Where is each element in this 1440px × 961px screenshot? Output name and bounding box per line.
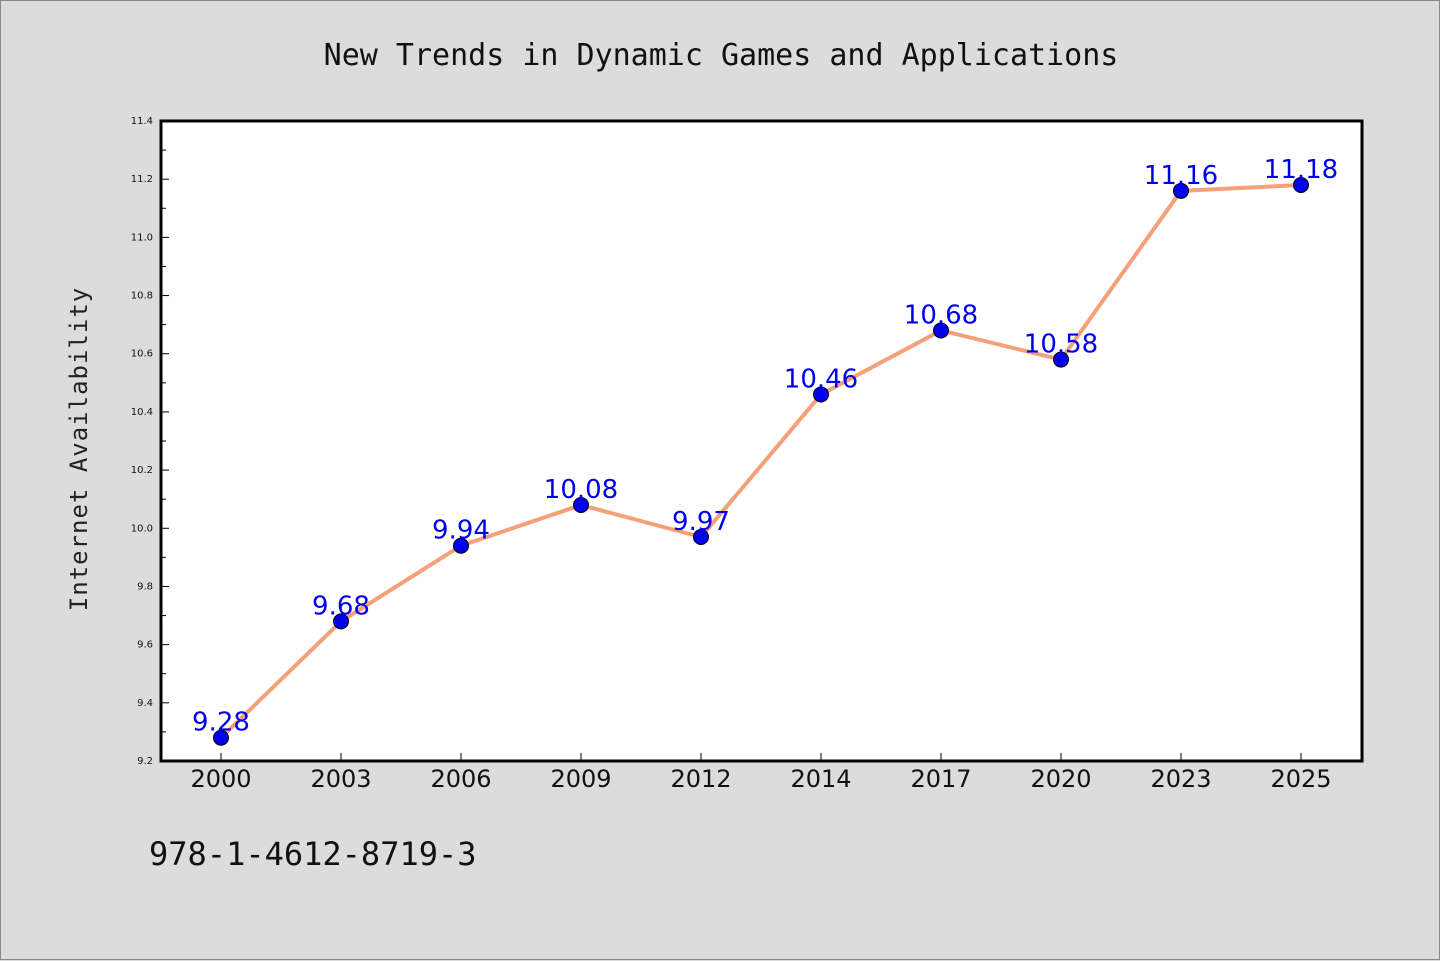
x-tick-label: 2009 [550,765,611,793]
x-tick-label: 2000 [190,765,251,793]
x-tick-label: 2012 [670,765,731,793]
data-label: 10.58 [1024,330,1098,360]
data-point-marker [573,497,589,513]
data-point-marker [453,537,469,554]
data-point-marker [693,529,709,545]
data-labels-group: 9.28 9.68 9.94 10.08 9.97 10.46 10.68 10.58 11.1… [192,155,1338,738]
y-axis-label: Internet Availability [65,287,93,611]
x-tick-label: 2023 [1150,765,1211,793]
x-tick-label: 2003 [310,765,371,793]
y-axis-ticks: 9.2 9.4 9.6 9.8 10.0 10.2 10.4 10.6 10.8 11.0 11.2… [131,116,169,767]
data-point-marker [933,322,949,339]
data-label: 9.94 [432,516,490,546]
isbn-footer: 978-1-4612-8719-3 [149,835,477,873]
y-tick-label: 9.8 [137,581,153,592]
y-tick-label: 9.2 [137,756,153,767]
x-tick-label: 2020 [1030,765,1091,793]
series-line [219,183,1303,740]
y-tick-label: 10.8 [131,291,153,302]
x-tick-label: 2017 [910,765,971,793]
data-label: 9.97 [672,507,730,537]
data-label: 10.46 [784,364,858,394]
data-label: 10.68 [904,300,978,330]
data-point-marker [333,613,349,630]
y-tick-label: 10.4 [131,407,153,418]
chart-title: New Trends in Dynamic Games and Applicat… [324,38,1119,73]
y-tick-label: 11.4 [131,116,153,127]
data-label: 11.18 [1264,155,1338,185]
x-tick-label: 2006 [430,765,491,793]
data-point-marker [213,729,229,746]
y-tick-label: 9.4 [137,698,153,709]
data-point-marker [1173,182,1189,199]
y-tick-label: 10.2 [131,465,153,476]
y-tick-label: 11.2 [131,174,153,185]
y-tick-label: 10.0 [131,523,153,534]
data-point-marker [813,386,829,403]
data-point-marker [1293,177,1309,193]
plot-area [159,119,1364,763]
series-line-group [213,177,1309,746]
data-label: 10.08 [544,475,618,505]
x-axis-ticks: 2000 2003 2006 2009 2012 2014 2017 2020 2023 2025 [190,753,1332,793]
x-tick-label: 2025 [1270,765,1331,793]
data-label: 9.68 [312,591,370,621]
x-tick-label: 2014 [790,765,851,793]
data-label: 11.16 [1144,161,1218,191]
y-tick-label: 10.6 [131,349,153,360]
y-tick-label: 9.6 [137,640,153,651]
data-label: 9.28 [192,708,250,738]
data-point-marker [1053,351,1069,368]
y-tick-label: 11.0 [131,232,153,243]
